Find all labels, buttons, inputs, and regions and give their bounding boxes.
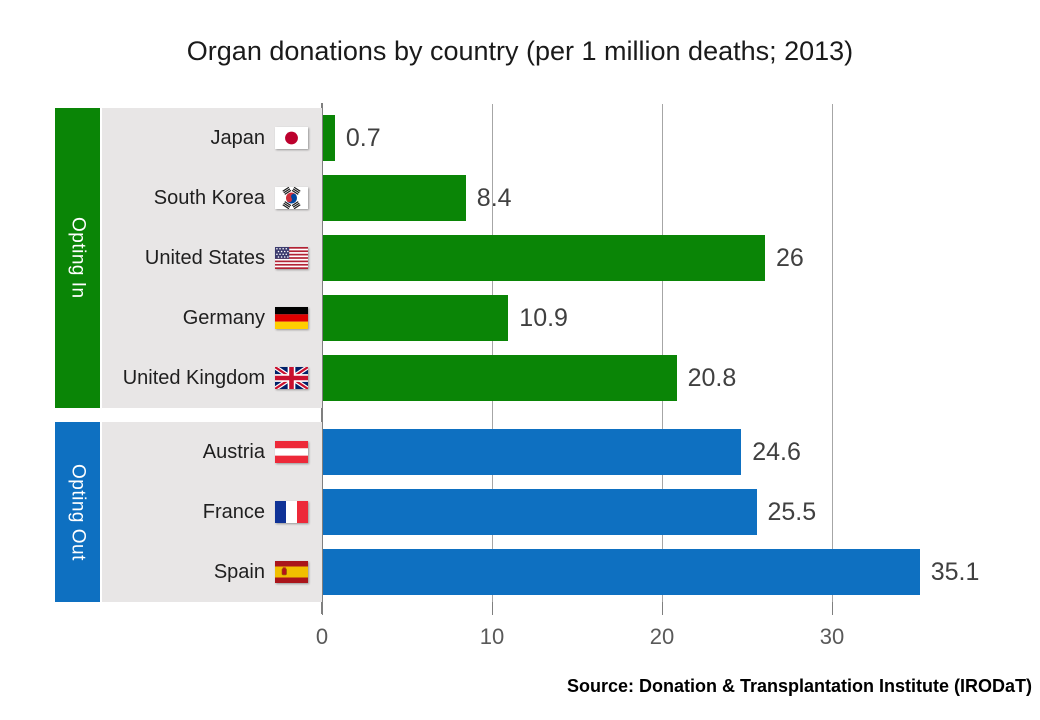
gridline	[662, 104, 663, 602]
category-cell-united-states: United States	[102, 228, 316, 288]
category-cell-france: France	[102, 482, 316, 542]
value-label-south-korea: 8.4	[476, 183, 512, 212]
bar-united-kingdom	[323, 355, 677, 401]
x-axis-tick-label: 0	[315, 624, 329, 649]
bar-germany	[323, 295, 509, 341]
category-cell-south-korea: South Korea	[102, 168, 316, 228]
category-label-austria: Austria	[202, 440, 265, 463]
bar-spain	[323, 549, 920, 595]
japan-flag-icon	[275, 127, 308, 149]
gridline	[832, 104, 833, 602]
category-label-south-korea: South Korea	[153, 186, 265, 209]
category-label-france: France	[202, 500, 265, 523]
category-label-japan: Japan	[210, 126, 266, 149]
austria-flag-icon	[275, 441, 308, 463]
gridline	[492, 104, 493, 602]
south-korea-flag-icon	[275, 187, 308, 209]
group-band-opting-out: Opting Out	[55, 422, 100, 602]
category-cell-austria: Austria	[102, 422, 316, 482]
chart-title: Organ donations by country (per 1 millio…	[186, 36, 854, 66]
value-label-spain: 35.1	[930, 557, 980, 586]
x-axis-zero-line	[321, 103, 323, 614]
axis-tick	[832, 602, 833, 615]
value-label-germany: 10.9	[519, 303, 568, 332]
united-kingdom-flag-icon	[275, 367, 308, 389]
value-label-austria: 24.6	[752, 437, 801, 466]
axis-tick	[662, 602, 663, 615]
category-cell-united-kingdom: United Kingdom	[102, 348, 316, 408]
bar-austria	[323, 429, 742, 475]
value-label-united-kingdom: 20.8	[687, 363, 737, 392]
value-label-united-states: 26	[776, 243, 804, 272]
category-cell-spain: Spain	[102, 542, 316, 602]
x-axis-tick-label: 10	[479, 624, 505, 649]
bar-south-korea	[323, 175, 466, 221]
group-band-opting-in: Opting In	[55, 108, 100, 408]
france-flag-icon	[275, 501, 308, 523]
spain-flag-icon	[275, 561, 308, 583]
category-label-spain: Spain	[213, 560, 265, 583]
category-label-germany: Germany	[182, 306, 265, 329]
category-label-united-states: United States	[144, 246, 265, 269]
value-label-france: 25.5	[767, 497, 817, 526]
x-axis-tick-label: 20	[649, 624, 675, 649]
united-states-flag-icon	[275, 247, 308, 269]
group-label-opting-out: Opting Out	[67, 463, 89, 561]
source-caption: Source: Donation & Transplantation Insti…	[566, 676, 1032, 696]
axis-tick	[492, 602, 493, 615]
value-label-japan: 0.7	[345, 123, 381, 152]
x-axis-tick-label: 30	[819, 624, 845, 649]
bar-japan	[323, 115, 335, 161]
group-label-opting-in: Opting In	[67, 217, 89, 299]
bar-united-states	[323, 235, 765, 281]
category-cell-germany: Germany	[102, 288, 316, 348]
germany-flag-icon	[275, 307, 308, 329]
bar-france	[323, 489, 757, 535]
category-label-united-kingdom: United Kingdom	[122, 366, 265, 389]
category-cell-japan: Japan	[102, 108, 316, 168]
